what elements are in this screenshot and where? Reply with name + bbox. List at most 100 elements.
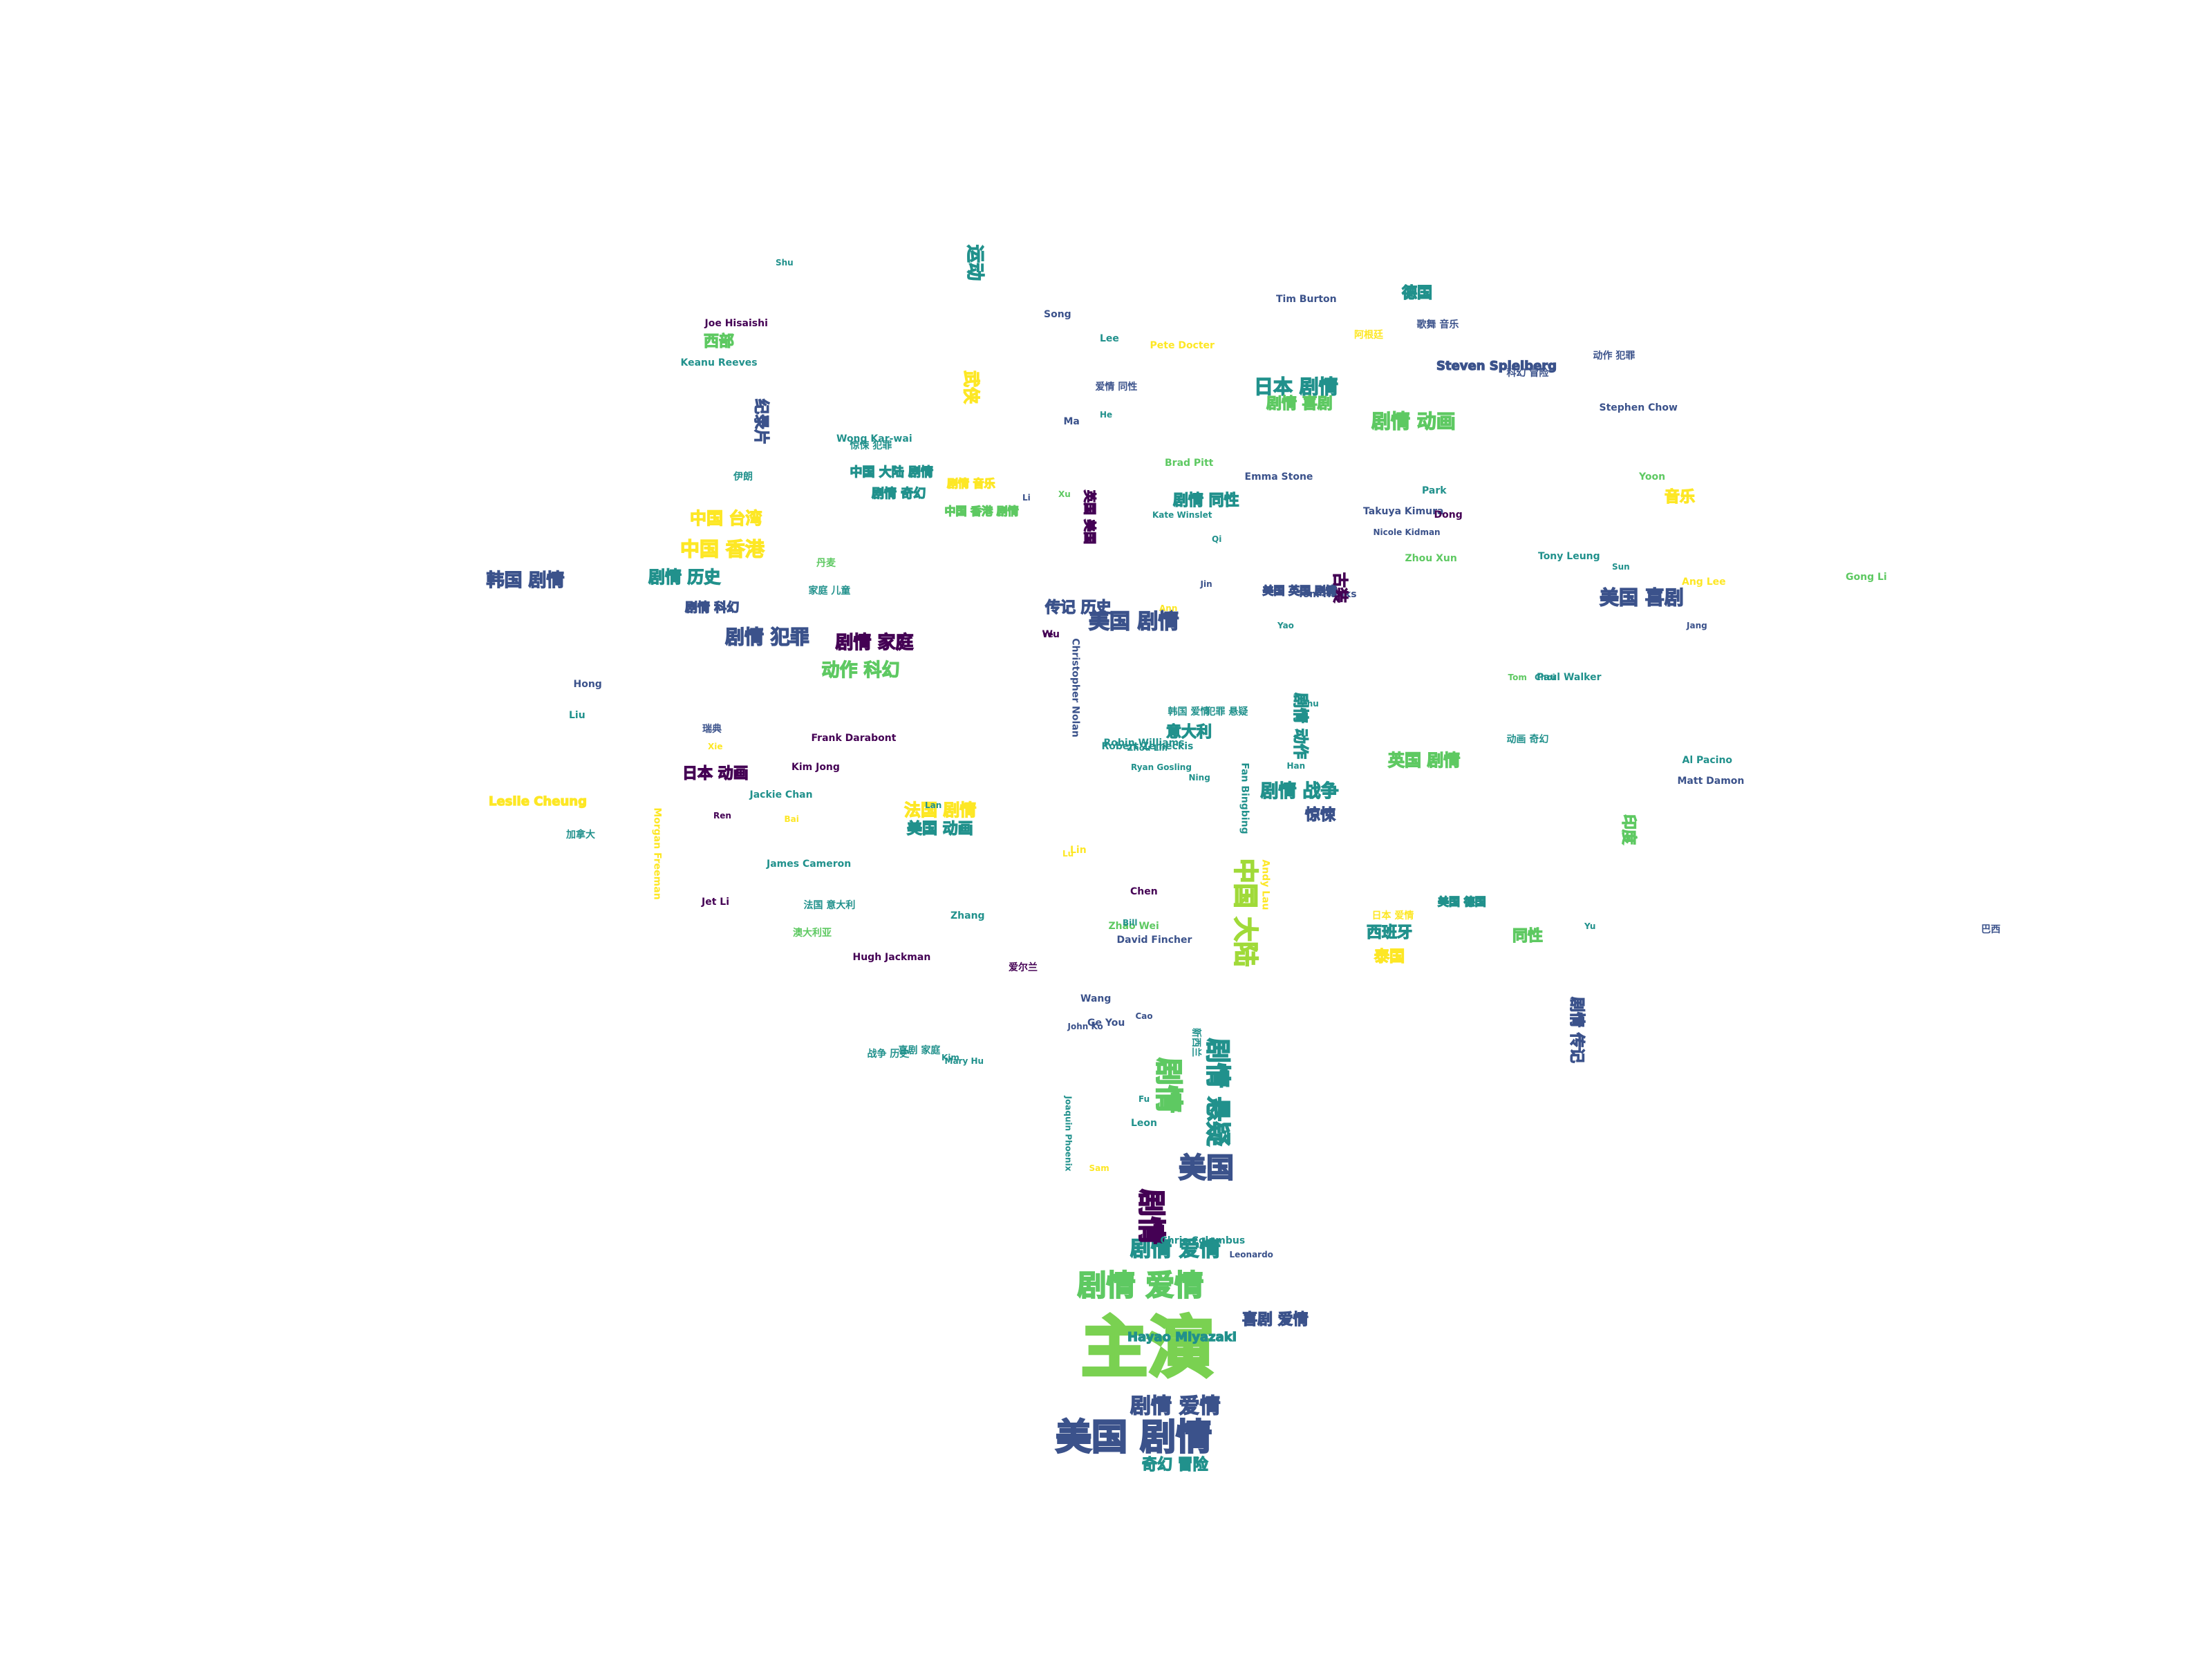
word-cloud-word: 同性 [1512, 928, 1544, 945]
word-cloud-word: 爱尔兰 [1009, 962, 1038, 973]
word-cloud-word: Tom [1508, 673, 1527, 682]
word-cloud-word: Zhou Lin [1127, 743, 1168, 753]
word-cloud-word: Leon [1131, 1118, 1158, 1129]
word-cloud-word: 主演 [1080, 1309, 1215, 1387]
word-cloud-word: James Cameron [767, 859, 852, 870]
word-cloud-word: 瑞典 [702, 724, 722, 735]
word-cloud-word: 剧情 爱情 [1130, 1394, 1221, 1418]
word-cloud-word: 家庭 儿童 [808, 585, 851, 597]
word-cloud-word: 澳大利亚 [793, 928, 832, 939]
word-cloud-word: Wong Kar-wai [836, 433, 912, 444]
word-cloud-word: Takuya Kimura [1363, 506, 1444, 517]
word-cloud-word: Ge You [1087, 1018, 1125, 1029]
word-cloud-word: 剧情 喜剧 [1266, 395, 1333, 413]
word-cloud-word: Sam [1089, 1163, 1109, 1173]
word-cloud-word: 日本 爱情 [1371, 910, 1414, 921]
word-cloud-word: 意大利 [1165, 724, 1212, 741]
word-cloud-word: Ning [1188, 773, 1210, 782]
word-cloud-word: 新西兰 [1190, 1028, 1201, 1057]
word-cloud-word: 日本 动画 [682, 765, 749, 782]
word-cloud-word: 英国 美国 [1082, 489, 1097, 545]
word-cloud-word: Zhou Xun [1405, 553, 1457, 564]
word-cloud-word: Nicole Kidman [1373, 527, 1441, 537]
word-cloud-word: Jackie Chan [749, 789, 813, 800]
word-cloud-word: 剧情 同性 [1172, 492, 1239, 509]
word-cloud-word: 喜剧 家庭 [898, 1045, 941, 1056]
word-cloud-word: 法国 剧情 [903, 800, 977, 820]
word-cloud-word: 中国 大陆 [1230, 858, 1259, 967]
word-cloud-word: Kim Jong [791, 762, 840, 773]
word-cloud-word: Park [1422, 485, 1447, 496]
word-cloud-word: 科幻 冒险 [1506, 368, 1549, 379]
word-cloud-word: 美国 喜剧 [1599, 586, 1684, 609]
word-cloud-word: 美国 动画 [906, 821, 973, 838]
word-cloud-word: Wang [1080, 993, 1112, 1004]
word-cloud-word: 歌舞 音乐 [1416, 319, 1459, 330]
word-cloud-word: Li [1022, 493, 1031, 503]
word-cloud-word: Ann [1159, 603, 1178, 613]
word-cloud-word: 音乐 [1664, 489, 1696, 506]
word-cloud-word: 剧情 历史 [648, 568, 721, 587]
word-cloud-word: Zhang [950, 910, 985, 921]
word-cloud-word: Tim Burton [1276, 294, 1337, 305]
word-cloud-word: Tom Hanks [1297, 589, 1357, 600]
word-cloud-word: Gong Li [1846, 572, 1887, 583]
word-cloud-word: 剧情 奇幻 [871, 487, 926, 501]
word-cloud-word: Andy Lau [1259, 859, 1271, 910]
word-cloud-word: 武侠 [961, 370, 981, 404]
word-cloud-word: 西班牙 [1366, 924, 1413, 941]
word-cloud-word: 中国 香港 剧情 [944, 505, 1019, 518]
word-cloud-word: 西部 [703, 333, 735, 350]
word-cloud-word: Joaquin Phoenix [1062, 1096, 1073, 1172]
word-cloud-word: 动画 奇幻 [1506, 734, 1549, 745]
word-cloud-word: 韩国 爱情 [1168, 706, 1210, 718]
word-cloud-word: Paul Walker [1537, 672, 1602, 683]
word-cloud-word: 奇幻 冒险 [1141, 1456, 1208, 1474]
word-cloud-word: 印度 [1619, 814, 1638, 845]
word-cloud-word: 德国 [1401, 285, 1433, 302]
word-cloud-word: 运动 [964, 244, 986, 281]
word-cloud-word: 剧情 爱情 [1130, 1237, 1221, 1262]
word-cloud-word: 中国 大陆 剧情 [850, 465, 934, 480]
word-cloud-word: Shu [776, 258, 794, 268]
word-cloud-word: Steven Spielberg [1436, 359, 1557, 373]
word-cloud-word: Ren [713, 811, 731, 821]
word-cloud-word: 美国 英国 剧情 [1262, 584, 1337, 597]
word-cloud-word: Cao [1135, 1011, 1153, 1021]
word-cloud-word: 惊悚 犯罪 [850, 440, 892, 451]
word-cloud-word: 纪录片 [751, 398, 770, 445]
word-cloud-word: 日本 剧情 [1253, 375, 1338, 398]
word-cloud-word: 韩国 剧情 [486, 570, 565, 591]
word-cloud-word: Hayao Miyazaki [1127, 1330, 1237, 1344]
word-cloud-word: Frank Darabont [811, 733, 897, 744]
word-cloud-word: Stephen Chow [1599, 402, 1678, 413]
word-cloud-word: 战争 历史 [867, 1049, 910, 1060]
word-cloud-word: Hugh Jackman [852, 952, 931, 963]
word-cloud-word: Mary Hu [944, 1056, 984, 1066]
word-cloud-word: 丹麦 [816, 558, 836, 569]
word-cloud-word: 美国 剧情 [1088, 610, 1179, 634]
word-cloud-word: Emma Stone [1244, 471, 1313, 482]
word-cloud-word: 惊悚 [1304, 807, 1336, 824]
word-cloud-word: Chris Columbus [1160, 1235, 1246, 1246]
word-cloud-word: Kate Winslet [1152, 510, 1212, 520]
word-cloud-word: Leslie Cheung [488, 794, 587, 809]
word-cloud-word: Robin Williams [1103, 738, 1185, 749]
word-cloud-word: Han [1286, 761, 1306, 771]
word-cloud-word: 剧情 家庭 [835, 632, 914, 653]
word-cloud-word: Pete Docter [1150, 340, 1215, 351]
word-cloud-word: Matt Damon [1677, 776, 1745, 787]
word-cloud-word: Xu [1058, 489, 1071, 499]
word-cloud-word: Jin [1200, 579, 1212, 589]
word-cloud-word: 犯罪 悬疑 [1206, 706, 1248, 718]
word-cloud-word: Leonardo [1229, 1250, 1273, 1259]
word-cloud-word: Al Pacino [1682, 755, 1733, 766]
word-cloud-word: Christopher Nolan [1069, 638, 1081, 738]
word-cloud-word: Brad Pitt [1165, 458, 1214, 469]
word-cloud-word: 阿根廷 [1354, 330, 1383, 341]
word-cloud-word: Ye [1042, 630, 1053, 639]
word-cloud-word: He [1100, 410, 1113, 420]
word-cloud-word: Song [1044, 309, 1071, 320]
word-cloud-word: 剧情 科幻 [684, 601, 740, 615]
